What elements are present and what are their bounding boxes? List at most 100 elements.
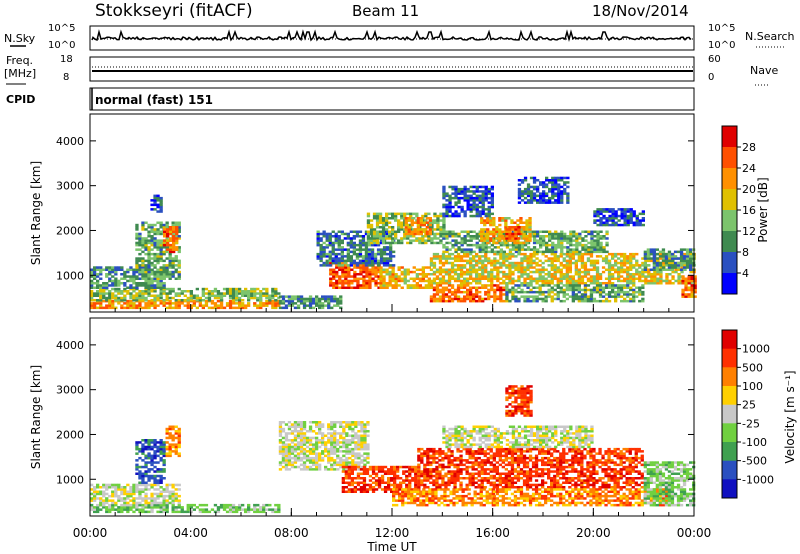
data-cell: [466, 290, 470, 294]
data-cell: [403, 237, 407, 240]
data-cell: [419, 221, 423, 224]
data-cell: [375, 232, 380, 236]
data-cell: [331, 257, 335, 260]
data-cell: [96, 268, 100, 271]
data-cell: [466, 288, 470, 292]
data-cell: [171, 261, 175, 265]
data-cell: [331, 241, 335, 245]
data-cell: [153, 266, 157, 269]
data-cell: [433, 237, 437, 240]
data-cell: [658, 255, 663, 258]
data-cell: [244, 508, 248, 511]
data-cell: [529, 277, 533, 280]
data-cell: [641, 290, 645, 294]
data-cell: [138, 456, 142, 460]
data-cell: [643, 261, 647, 265]
data-cell: [475, 205, 479, 209]
data-cell: [141, 452, 145, 455]
data-cell: [586, 257, 591, 260]
data-cell: [168, 266, 172, 269]
data-cell: [499, 248, 503, 251]
data-cell: [135, 490, 139, 493]
data-cell: [629, 273, 633, 276]
data-cell: [575, 248, 579, 251]
data-cell: [617, 266, 621, 269]
data-cell: [451, 196, 455, 200]
data-cell: [333, 297, 337, 301]
data-cell: [159, 266, 163, 269]
data-cell: [652, 248, 656, 251]
data-cell: [171, 503, 175, 507]
data-cell: [147, 277, 151, 280]
data-cell: [150, 439, 154, 442]
data-cell: [105, 510, 109, 514]
data-cell: [204, 503, 209, 507]
data-cell: [589, 277, 594, 280]
data-cell: [407, 230, 411, 233]
data-cell: [271, 287, 275, 291]
data-cell: [337, 235, 341, 238]
data-cell: [438, 266, 443, 269]
data-cell: [435, 282, 440, 285]
data-cell: [655, 248, 659, 251]
data-cell: [386, 230, 390, 233]
data-cell: [490, 199, 494, 202]
data-cell: [641, 223, 645, 227]
data-cell: [278, 430, 283, 433]
data-cell: [459, 255, 464, 258]
data-cell: [341, 286, 345, 289]
data-cell: [674, 268, 678, 271]
data-cell: [587, 250, 591, 254]
data-cell: [373, 259, 378, 263]
data-cell: [169, 239, 173, 242]
data-cell: [135, 506, 139, 509]
data-cell: [159, 445, 163, 449]
data-cell: [174, 452, 178, 455]
data-cell: [605, 237, 609, 240]
data-cell: [589, 299, 594, 303]
data-cell: [150, 241, 154, 245]
data-cell: [517, 190, 522, 193]
data-cell: [551, 246, 555, 249]
data-cell: [321, 297, 325, 301]
data-cell: [572, 230, 576, 233]
data-cell: [159, 268, 163, 271]
data-cell: [592, 275, 597, 278]
data-cell: [526, 282, 530, 285]
data-cell: [469, 297, 473, 301]
data-cell: [409, 277, 413, 280]
data-cell: [511, 297, 515, 301]
data-cell: [171, 486, 175, 489]
data-cell: [147, 302, 151, 305]
data-cell: [607, 295, 612, 298]
data-cell: [93, 506, 97, 509]
data-cell: [595, 273, 600, 276]
data-cell: [544, 295, 548, 298]
data-cell: [150, 463, 154, 467]
data-cell: [262, 292, 266, 295]
data-cell: [598, 282, 603, 285]
data-cell: [632, 223, 636, 227]
data-cell: [508, 235, 512, 238]
data-cell: [153, 199, 157, 202]
data-cell: [478, 266, 482, 269]
data-cell: [626, 214, 630, 218]
data-cell: [358, 230, 363, 233]
data-cell: [126, 306, 130, 310]
data-cell: [598, 286, 603, 289]
data-cell: [168, 259, 172, 263]
data-cell: [192, 508, 196, 511]
data-cell: [542, 237, 546, 240]
data-cell: [400, 223, 404, 227]
data-cell: [168, 275, 172, 278]
data-cell: [183, 510, 187, 514]
data-cell: [382, 248, 387, 251]
data-cell: [593, 210, 597, 213]
data-cell: [538, 270, 542, 274]
data-cell: [556, 270, 560, 274]
data-cell: [159, 273, 163, 276]
data-cell: [583, 273, 588, 276]
data-cell: [508, 264, 512, 267]
data-cell: [604, 259, 609, 263]
data-cell: [424, 241, 428, 245]
